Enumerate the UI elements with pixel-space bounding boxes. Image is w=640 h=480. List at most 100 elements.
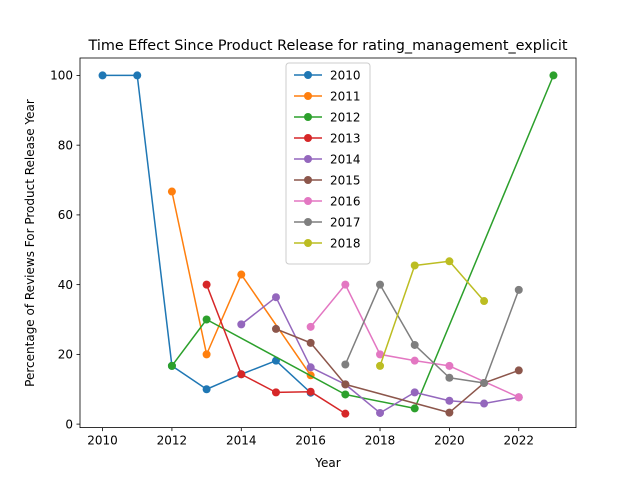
data-point-2013-2013 [202, 280, 211, 289]
data-point-2016-2018 [376, 350, 385, 359]
legend-label: 2018 [330, 237, 361, 251]
legend-swatch-marker [304, 197, 312, 205]
y-axis-label: Percentage of Reviews For Product Releas… [23, 99, 37, 387]
data-point-2011-2014 [237, 270, 246, 279]
data-point-2017-2019 [410, 340, 419, 349]
y-tick-label: 40 [58, 278, 73, 292]
y-tick-label: 80 [58, 138, 73, 152]
y-tick-label: 0 [65, 417, 73, 431]
legend-swatch-marker [304, 71, 312, 79]
y-tick-label: 100 [50, 69, 73, 83]
data-point-2017-2017 [341, 360, 350, 369]
legend-swatch-marker [304, 239, 312, 247]
chart-title: Time Effect Since Product Release for ra… [88, 38, 568, 54]
data-point-2014-2015 [271, 293, 280, 302]
series-line-2017 [344, 283, 520, 384]
x-tick-label: 2010 [87, 434, 118, 448]
legend-item-2011: 2011 [294, 90, 361, 104]
legend-swatch-marker [304, 218, 312, 226]
data-point-2012-2013 [202, 315, 211, 324]
data-point-2012-2017 [341, 390, 350, 399]
x-tick-label: 2018 [365, 434, 396, 448]
data-point-2014-2016 [306, 363, 315, 372]
data-point-2014-2021 [480, 399, 489, 408]
data-point-2010-2010 [98, 71, 107, 80]
data-point-2014-2020 [445, 396, 454, 405]
plot-area-frame [79, 57, 577, 429]
data-point-2018-2018 [376, 361, 385, 370]
data-point-2017-2018 [376, 280, 385, 289]
y-tick-label: 60 [58, 208, 73, 222]
legend-item-2017: 2017 [294, 216, 361, 230]
legend-item-2016: 2016 [294, 195, 361, 209]
data-point-2015-2016 [306, 338, 315, 347]
legend-label: 2011 [330, 90, 361, 104]
y-tick-label: 20 [58, 348, 73, 362]
x-tick-label: 2022 [503, 434, 534, 448]
legend-label: 2010 [330, 69, 361, 83]
legend-item-2015: 2015 [294, 174, 361, 188]
legend-item-2012: 2012 [294, 111, 361, 125]
data-point-2010-2011 [133, 71, 142, 80]
data-point-2016-2022 [514, 393, 523, 402]
legend-swatch-marker [304, 176, 312, 184]
data-point-2012-2019 [410, 404, 419, 413]
series-line-2016 [309, 283, 520, 399]
x-tick-label: 2016 [295, 434, 326, 448]
data-point-2014-2014 [237, 320, 246, 329]
series-2017 [341, 280, 523, 387]
data-point-2016-2017 [341, 280, 350, 289]
data-point-2010-2013 [202, 385, 211, 394]
legend-label: 2017 [330, 216, 361, 230]
data-point-2014-2018 [376, 408, 385, 417]
x-tick-label: 2020 [434, 434, 465, 448]
x-axis-label: Year [314, 456, 340, 470]
data-point-2011-2012 [167, 187, 176, 196]
y-axis-ticks: 0 20 40 60 80 100 [50, 69, 80, 431]
x-axis-ticks: 2010 2012 2014 2016 2018 2020 2022 [87, 427, 534, 448]
legend-item-2010: 2010 [294, 69, 361, 83]
legend-swatch-marker [304, 92, 312, 100]
data-point-2015-2020 [445, 408, 454, 417]
data-point-2013-2017 [341, 409, 350, 418]
data-point-2018-2021 [480, 297, 489, 306]
series-2012 [167, 71, 558, 413]
data-point-2017-2022 [514, 285, 523, 294]
series-2015 [271, 324, 523, 417]
data-point-2013-2015 [271, 388, 280, 397]
x-tick-label: 2014 [226, 434, 257, 448]
series-line-2015 [274, 327, 520, 414]
data-point-2016-2020 [445, 361, 454, 370]
x-tick-label: 2012 [157, 434, 188, 448]
legend-swatch-marker [304, 134, 312, 142]
data-point-2011-2013 [202, 350, 211, 359]
data-point-2017-2020 [445, 373, 454, 382]
legend-item-2018: 2018 [294, 237, 361, 251]
legend-item-2013: 2013 [294, 132, 361, 146]
series-layer [98, 71, 558, 418]
legend-label: 2012 [330, 111, 361, 125]
legend-label: 2016 [330, 195, 361, 209]
data-point-2016-2019 [410, 356, 419, 365]
series-2018 [376, 257, 489, 370]
data-point-2014-2019 [410, 388, 419, 397]
data-point-2017-2021 [480, 378, 489, 387]
data-point-2015-2017 [341, 380, 350, 389]
data-point-2018-2019 [410, 261, 419, 270]
data-point-2015-2015 [271, 324, 280, 333]
series-line-2011 [171, 190, 312, 377]
data-point-2012-2023 [549, 71, 558, 80]
legend: 2010 2011 2012 2013 2014 2015 2016 2017 2018 [285, 62, 371, 265]
legend-item-2014: 2014 [294, 153, 361, 167]
data-point-2013-2014 [237, 370, 246, 379]
series-2013 [202, 280, 350, 418]
data-point-2016-2016 [306, 322, 315, 331]
legend-label: 2013 [330, 132, 361, 146]
data-point-2012-2012 [167, 361, 176, 370]
legend-swatch-marker [304, 113, 312, 121]
data-point-2018-2020 [445, 257, 454, 266]
series-line-2018 [379, 260, 486, 367]
legend-label: 2014 [330, 153, 361, 167]
legend-label: 2015 [330, 174, 361, 188]
